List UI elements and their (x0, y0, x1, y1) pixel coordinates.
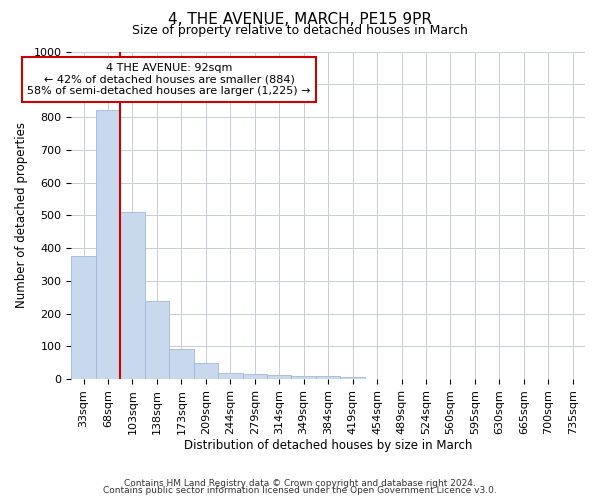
Bar (242, 374, 267, 379)
Bar (145, 302, 169, 379)
Bar (169, 350, 194, 379)
Text: Contains public sector information licensed under the Open Government Licence v3: Contains public sector information licen… (103, 486, 497, 495)
X-axis label: Distribution of detached houses by size in March: Distribution of detached houses by size … (184, 440, 472, 452)
Text: Contains HM Land Registry data © Crown copyright and database right 2024.: Contains HM Land Registry data © Crown c… (124, 478, 476, 488)
Bar (267, 375, 292, 379)
Bar (120, 212, 145, 379)
Bar (340, 377, 365, 379)
Text: 4, THE AVENUE, MARCH, PE15 9PR: 4, THE AVENUE, MARCH, PE15 9PR (168, 12, 432, 28)
Text: 4 THE AVENUE: 92sqm
← 42% of detached houses are smaller (884)
58% of semi-detac: 4 THE AVENUE: 92sqm ← 42% of detached ho… (28, 63, 311, 96)
Bar (194, 362, 218, 379)
Y-axis label: Number of detached properties: Number of detached properties (15, 122, 28, 308)
Bar (71, 256, 96, 379)
Bar (218, 372, 242, 379)
Text: Size of property relative to detached houses in March: Size of property relative to detached ho… (132, 24, 468, 37)
Bar (292, 376, 316, 379)
Bar (316, 376, 340, 379)
Bar (96, 110, 120, 379)
